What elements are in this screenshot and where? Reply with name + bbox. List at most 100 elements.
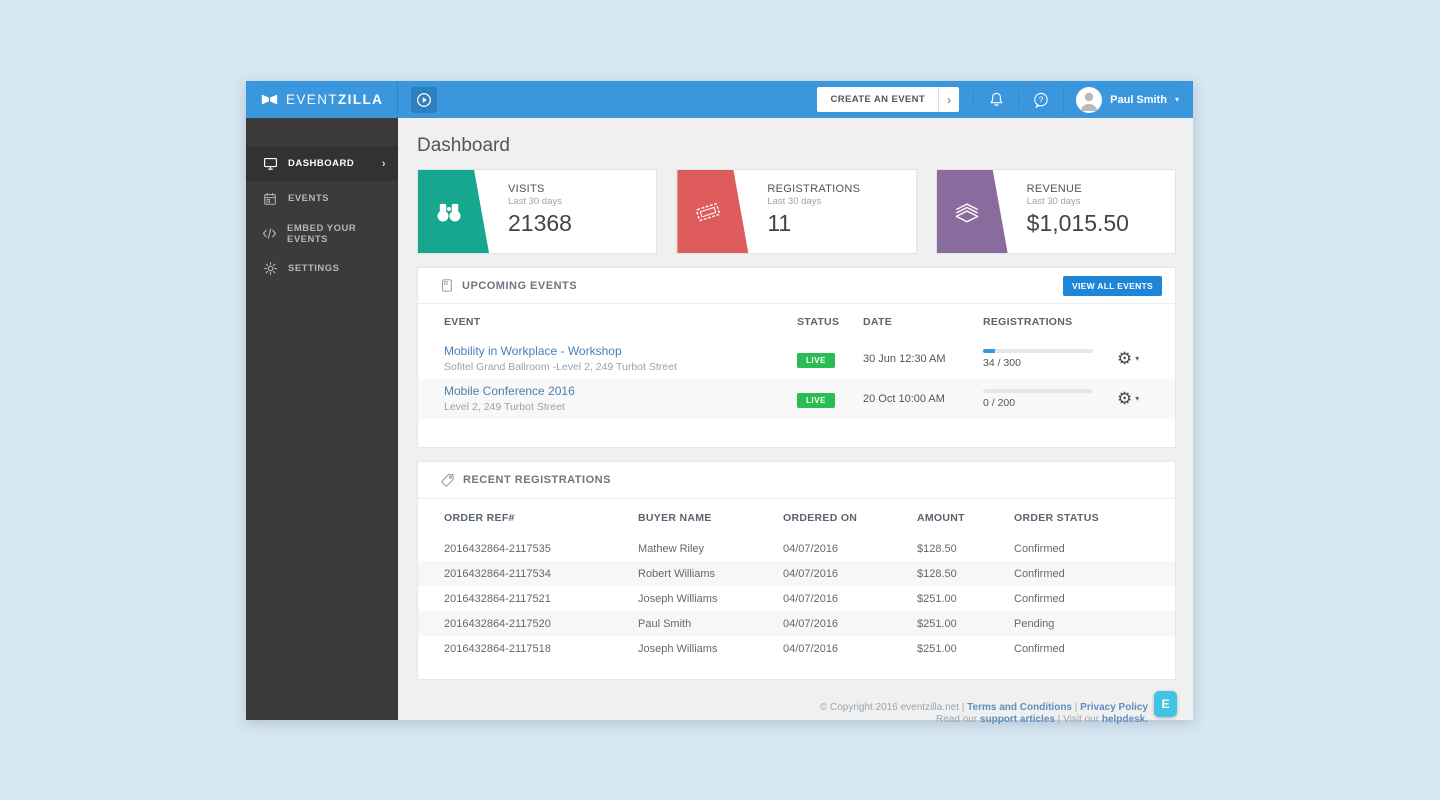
amount: $251.00	[917, 617, 957, 630]
chevron-down-icon: ▾	[1174, 95, 1179, 104]
footer-line-1: © Copyright 2016 eventzilla.net | Terms …	[819, 702, 1148, 713]
order-status: Pending	[1014, 617, 1055, 630]
column-header: DATE	[863, 315, 893, 328]
binoculars-icon	[433, 197, 465, 227]
buyer-name: Mathew Riley	[638, 542, 705, 555]
event-venue: Sofitel Grand Ballroom -Level 2, 249 Tur…	[444, 361, 677, 373]
ordered-on: 04/07/2016	[783, 617, 839, 630]
stat-label: VISITS	[508, 183, 545, 195]
sidebar-item-events[interactable]: EVENTS	[246, 181, 398, 216]
ordered-on: 04/07/2016	[783, 542, 839, 555]
privacy-link[interactable]: Privacy Policy	[1080, 702, 1148, 713]
page-title: Dashboard	[417, 135, 510, 156]
create-event-button[interactable]: CREATE AN EVENT ›	[817, 87, 960, 112]
avatar	[1076, 86, 1103, 113]
event-title-link[interactable]: Mobile Conference 2016	[444, 384, 575, 398]
upcoming-events-panel: UPCOMING EVENTS VIEW ALL EVENTS EVENT ST…	[417, 267, 1176, 448]
chat-widget-button[interactable]: E	[1154, 691, 1177, 717]
bell-icon	[988, 91, 1005, 108]
event-actions-menu[interactable]: ⚙ ▾	[1117, 350, 1161, 367]
order-ref: 2016432864-2117521	[444, 592, 551, 605]
order-status: Confirmed	[1014, 642, 1065, 655]
chevron-right-icon: ›	[381, 157, 386, 170]
event-row: Mobility in Workplace - Workshop Sofitel…	[418, 339, 1175, 379]
buyer-name: Joseph Williams	[638, 642, 718, 655]
ordered-on: 04/07/2016	[783, 642, 839, 655]
sidebar-item-embed-your-events[interactable]: EMBED YOUR EVENTS	[246, 216, 398, 251]
buyer-name: Robert Williams	[638, 567, 716, 580]
chevron-down-icon: ▾	[1135, 394, 1140, 403]
registration-row: 2016432864-2117521 Joseph Williams 04/07…	[418, 586, 1175, 611]
tour-play-button[interactable]	[411, 86, 437, 113]
event-date: 20 Oct 10:00 AM	[863, 392, 945, 405]
stat-value: 11	[767, 210, 792, 236]
stat-shape	[418, 170, 489, 253]
copyright-text: © Copyright 2016 eventzilla.net	[819, 702, 959, 713]
event-actions-menu[interactable]: ⚙ ▾	[1117, 390, 1161, 407]
sidebar-item-label: EVENTS	[288, 193, 330, 204]
stat-label: REGISTRATIONS	[767, 183, 861, 195]
column-header: EVENT	[444, 315, 481, 328]
sidebar-item-label: EMBED YOUR EVENTS	[287, 222, 357, 245]
order-status: Confirmed	[1014, 592, 1065, 605]
event-title-link[interactable]: Mobility in Workplace - Workshop	[444, 344, 622, 358]
order-ref: 2016432864-2117520	[444, 617, 551, 630]
ordered-on: 04/07/2016	[783, 567, 839, 580]
view-all-events-button[interactable]: VIEW ALL EVENTS	[1062, 275, 1162, 296]
amount: $128.50	[917, 567, 957, 580]
registrations-table-header: ORDER REF# BUYER NAME ORDERED ON AMOUNT …	[418, 499, 1175, 536]
stat-sublabel: Last 30 days	[508, 196, 562, 207]
stat-value: 21368	[508, 210, 572, 236]
order-ref: 2016432864-2117535	[444, 542, 551, 555]
helpdesk-link[interactable]: helpdesk.	[1101, 713, 1148, 725]
event-date: 30 Jun 12:30 AM	[863, 352, 946, 365]
svg-text:?: ?	[1039, 94, 1044, 104]
terms-link[interactable]: Terms and Conditions	[967, 702, 1072, 713]
column-header: REGISTRATIONS	[983, 315, 1073, 328]
column-header: ORDERED ON	[783, 511, 858, 524]
section-title: RECENT REGISTRATIONS	[463, 474, 611, 486]
stat-sublabel: Last 30 days	[767, 196, 822, 207]
column-header: AMOUNT	[917, 511, 965, 524]
stat-card-registrations: REGISTRATIONS Last 30 days 11	[676, 169, 917, 254]
chevron-down-icon: ▾	[1135, 354, 1140, 363]
status-badge: LIVE	[797, 392, 835, 408]
logo-text: EVENTZILLA	[286, 92, 384, 107]
footer-line-2: Read our support articles | Visit our he…	[936, 713, 1148, 725]
sidebar-item-settings[interactable]: SETTINGS	[246, 251, 398, 286]
order-status: Confirmed	[1014, 567, 1065, 580]
notebook-icon	[440, 278, 454, 293]
logo[interactable]: EVENTZILLA	[246, 81, 398, 118]
calendar-icon	[262, 192, 278, 206]
section-title: UPCOMING EVENTS	[462, 279, 578, 292]
stat-card-visits: VISITS Last 30 days 21368	[417, 169, 658, 254]
registrations-progressbar	[983, 348, 1093, 353]
gear-icon: ⚙	[1117, 389, 1133, 408]
notifications-button[interactable]	[973, 91, 1018, 108]
stat-card-revenue: REVENUE Last 30 days $1,015.50	[935, 169, 1176, 254]
user-menu[interactable]: Paul Smith ▾	[1063, 86, 1193, 113]
sidebar-item-dashboard[interactable]: DASHBOARD ›	[246, 146, 398, 181]
gear-icon: ⚙	[1117, 349, 1133, 368]
help-button[interactable]: ?	[1018, 90, 1063, 109]
order-status: Confirmed	[1014, 542, 1065, 555]
top-header: EVENTZILLA CREATE AN EVENT ›	[246, 81, 1193, 118]
registration-row: 2016432864-2117520 Paul Smith 04/07/2016…	[418, 611, 1175, 636]
app-window: EVENTZILLA CREATE AN EVENT ›	[246, 81, 1193, 725]
status-badge: LIVE	[797, 352, 835, 368]
main-content: Dashboard	[398, 118, 1193, 725]
registrations-count: 34 / 300	[983, 356, 1021, 369]
registrations-progressbar	[983, 388, 1093, 393]
stat-sublabel: Last 30 days	[1026, 196, 1081, 207]
event-row: Mobile Conference 2016 Level 2, 249 Turb…	[418, 379, 1175, 419]
registration-row: 2016432864-2117534 Robert Williams 04/07…	[418, 561, 1175, 586]
column-header: ORDER STATUS	[1014, 511, 1099, 524]
chat-widget-letter: E	[1161, 697, 1170, 711]
create-event-chevron-icon[interactable]: ›	[938, 87, 959, 112]
support-articles-link[interactable]: support articles	[979, 713, 1055, 725]
stat-value: $1,015.50	[1026, 210, 1129, 236]
recent-registrations-panel: RECENT REGISTRATIONS ORDER REF# BUYER NA…	[417, 461, 1176, 680]
gear-icon	[262, 261, 278, 276]
order-ref: 2016432864-2117518	[444, 642, 551, 655]
amount: $251.00	[917, 592, 957, 605]
